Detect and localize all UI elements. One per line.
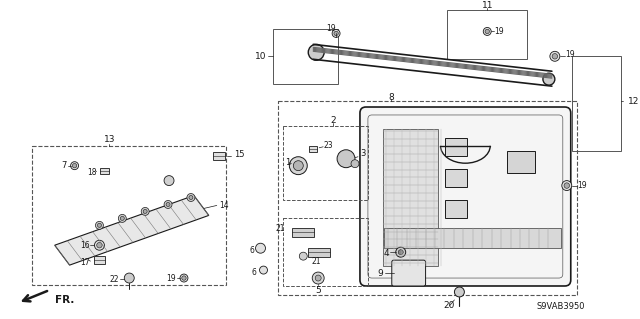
Bar xyxy=(212,152,225,160)
Text: 6: 6 xyxy=(250,246,255,255)
Circle shape xyxy=(337,150,355,168)
Circle shape xyxy=(95,240,104,250)
Circle shape xyxy=(260,266,268,274)
Circle shape xyxy=(543,73,555,85)
Text: 19: 19 xyxy=(577,181,586,190)
Bar xyxy=(447,10,527,59)
Bar xyxy=(445,138,467,156)
Bar xyxy=(100,168,109,174)
Text: 21: 21 xyxy=(311,257,321,266)
Bar xyxy=(284,219,368,286)
Circle shape xyxy=(300,252,307,260)
Circle shape xyxy=(166,203,170,206)
Circle shape xyxy=(308,44,324,60)
Circle shape xyxy=(72,164,77,168)
Text: 1: 1 xyxy=(285,158,291,167)
Text: 2: 2 xyxy=(330,116,336,125)
Circle shape xyxy=(332,29,340,37)
Circle shape xyxy=(118,214,126,222)
FancyBboxPatch shape xyxy=(392,260,426,286)
Text: 21: 21 xyxy=(276,224,285,233)
Circle shape xyxy=(70,162,79,170)
Circle shape xyxy=(398,250,403,255)
Polygon shape xyxy=(54,196,209,265)
Text: 11: 11 xyxy=(481,1,493,10)
Circle shape xyxy=(255,243,266,253)
Circle shape xyxy=(483,27,492,35)
Circle shape xyxy=(187,194,195,202)
Circle shape xyxy=(97,242,102,248)
Circle shape xyxy=(189,196,193,199)
Circle shape xyxy=(316,275,321,281)
Text: 22: 22 xyxy=(110,275,119,284)
Text: S9VAB3950: S9VAB3950 xyxy=(537,302,586,311)
Bar xyxy=(308,248,330,257)
Text: FR.: FR. xyxy=(54,295,74,305)
Circle shape xyxy=(312,272,324,284)
Text: 4: 4 xyxy=(383,249,388,258)
Bar xyxy=(284,126,368,200)
Bar xyxy=(384,228,561,248)
Circle shape xyxy=(164,200,172,208)
Text: 19: 19 xyxy=(166,273,176,283)
Bar xyxy=(445,200,467,219)
Text: 20: 20 xyxy=(444,301,455,310)
Circle shape xyxy=(564,183,570,188)
Circle shape xyxy=(141,207,149,215)
Circle shape xyxy=(351,160,359,168)
Circle shape xyxy=(164,176,174,186)
Text: 19: 19 xyxy=(326,24,336,33)
Bar xyxy=(309,146,317,152)
Bar xyxy=(383,129,438,266)
Circle shape xyxy=(396,247,406,257)
FancyBboxPatch shape xyxy=(360,107,571,286)
Circle shape xyxy=(97,223,101,227)
Text: 9: 9 xyxy=(377,269,383,278)
Bar xyxy=(445,169,467,187)
Circle shape xyxy=(334,31,339,36)
Circle shape xyxy=(95,221,104,229)
Circle shape xyxy=(289,157,307,174)
Text: 3: 3 xyxy=(360,149,365,158)
Text: 7: 7 xyxy=(61,161,67,170)
Circle shape xyxy=(124,273,134,283)
Text: 13: 13 xyxy=(104,135,115,144)
Text: 18: 18 xyxy=(87,168,97,177)
Text: 10: 10 xyxy=(255,52,266,61)
Bar xyxy=(94,256,105,264)
Circle shape xyxy=(120,216,124,220)
Circle shape xyxy=(293,161,303,171)
Text: 23: 23 xyxy=(323,141,333,150)
Circle shape xyxy=(454,287,465,297)
Text: 16: 16 xyxy=(80,241,90,250)
Circle shape xyxy=(182,276,186,280)
Text: 8: 8 xyxy=(388,93,394,101)
Circle shape xyxy=(485,29,490,33)
Bar xyxy=(507,151,535,173)
Circle shape xyxy=(562,181,572,190)
Text: 17: 17 xyxy=(80,258,90,267)
Text: 19: 19 xyxy=(564,50,575,59)
Bar xyxy=(273,29,338,84)
Circle shape xyxy=(180,274,188,282)
Bar xyxy=(32,146,226,285)
Bar xyxy=(278,101,577,295)
Bar xyxy=(292,228,314,237)
Text: 6: 6 xyxy=(252,268,257,277)
Text: 12: 12 xyxy=(628,97,640,106)
Circle shape xyxy=(552,54,557,59)
Bar xyxy=(572,56,621,151)
Circle shape xyxy=(143,210,147,213)
Text: 14: 14 xyxy=(219,201,228,210)
Text: 15: 15 xyxy=(234,150,244,159)
Circle shape xyxy=(550,51,560,61)
Text: 19: 19 xyxy=(494,27,504,36)
Text: 5: 5 xyxy=(316,286,321,295)
